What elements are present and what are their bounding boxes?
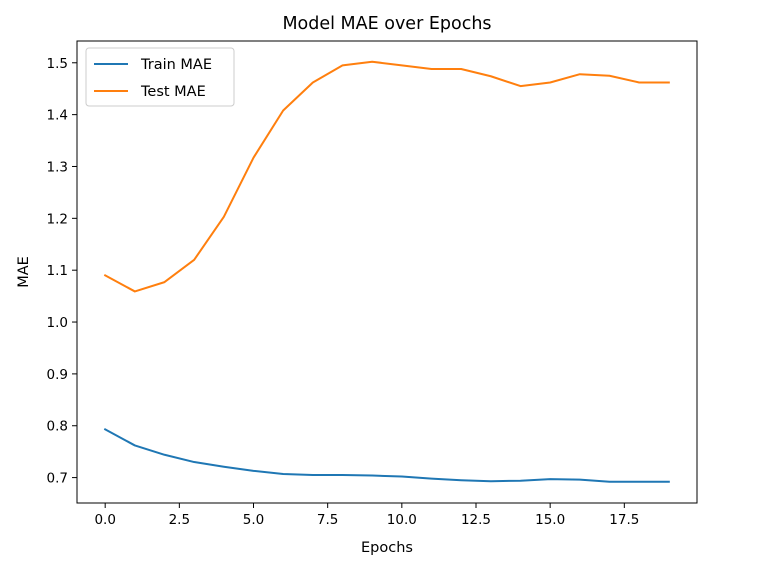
x-axis: 0.0 2.5 5.0 7.5 10.0 12.5 15.0 17.5 <box>94 503 639 528</box>
y-axis: 0.7 0.8 0.9 1.0 1.1 1.2 1.3 1.4 1.5 <box>47 56 77 487</box>
x-tick-label: 15.0 <box>535 512 565 528</box>
y-tick-label: 0.7 <box>47 471 68 487</box>
series-line-test-mae <box>103 60 670 293</box>
series-layer <box>103 60 670 483</box>
x-tick-label: 0.0 <box>94 512 115 528</box>
legend: Train MAE Test MAE <box>85 47 235 107</box>
series-line-train-mae <box>103 428 670 483</box>
y-tick-label: 1.0 <box>47 315 68 331</box>
y-tick-label: 0.9 <box>47 367 68 383</box>
y-tick-label: 1.4 <box>47 108 68 124</box>
legend-label-test-mae: Test MAE <box>140 84 206 100</box>
y-tick-label: 1.2 <box>47 211 68 227</box>
x-tick-label: 10.0 <box>387 512 417 528</box>
x-axis-title: Epochs <box>361 540 413 556</box>
plot-area-frame <box>76 40 698 504</box>
legend-label-train-mae: Train MAE <box>140 57 212 73</box>
x-tick-label: 17.5 <box>609 512 639 528</box>
y-tick-label: 0.8 <box>47 419 68 435</box>
x-tick-label: 12.5 <box>461 512 491 528</box>
y-axis-title: MAE <box>16 256 32 288</box>
x-tick-label: 7.5 <box>317 512 338 528</box>
y-tick-label: 1.3 <box>47 159 68 175</box>
y-tick-label: 1.1 <box>47 263 68 279</box>
chart-title: Model MAE over Epochs <box>282 14 491 34</box>
x-tick-label: 5.0 <box>243 512 264 528</box>
y-tick-label: 1.5 <box>47 56 68 72</box>
x-tick-label: 2.5 <box>169 512 190 528</box>
